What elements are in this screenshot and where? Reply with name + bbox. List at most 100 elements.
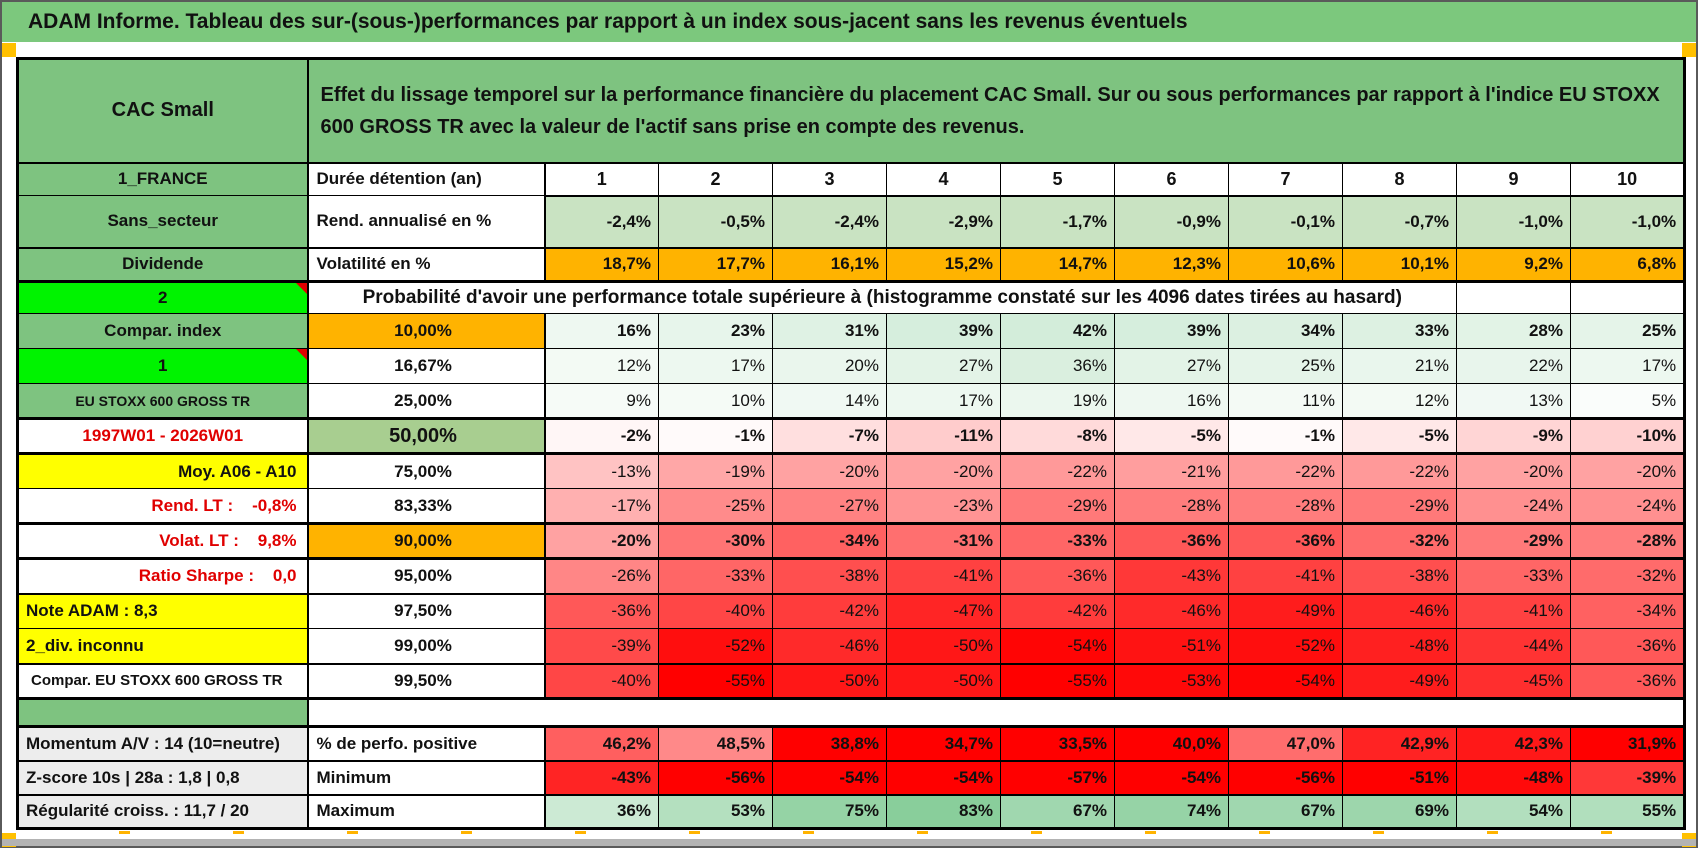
left-label-sector[interactable]: Sans_secteur [17,195,309,249]
matrix-cell[interactable]: -1% [658,417,773,455]
matrix-cell[interactable]: 33% [1342,313,1457,349]
matrix-cell[interactable]: -20% [1456,453,1571,489]
matrix-cell[interactable]: -2% [544,417,659,455]
matrix-cell[interactable]: -33% [658,558,773,594]
matrix-cell[interactable]: 40,0% [1114,725,1229,761]
matrix-cell[interactable]: -29% [1000,488,1115,524]
matrix-cell[interactable]: -32% [1342,522,1457,560]
left-label-index-name[interactable]: EU STOXX 600 GROSS TR [17,383,309,419]
left-label-compar-full[interactable]: Compar. EU STOXX 600 GROSS TR [17,662,309,700]
matrix-cell[interactable]: -5% [1114,417,1229,455]
matrix-cell[interactable]: -9% [1456,417,1571,455]
left-label-period[interactable]: 1997W01 - 2026W01 [17,417,309,455]
matrix-cell[interactable]: -54% [886,759,1001,795]
matrix-cell[interactable]: -36% [544,592,659,629]
left-label-country[interactable]: 1_FRANCE [17,162,309,196]
matrix-cell[interactable]: -1,0% [1456,195,1571,249]
matrix-cell[interactable]: -0,7% [1342,195,1457,249]
matrix-cell[interactable]: 5% [1569,383,1686,419]
matrix-cell[interactable]: -46% [1342,592,1457,629]
matrix-cell[interactable]: -42% [772,592,887,629]
matrix-cell[interactable]: -31% [886,522,1001,560]
matrix-cell[interactable]: -1,7% [1000,195,1115,249]
left-label-div-inconnu[interactable]: 2_div. inconnu [17,628,309,664]
matrix-cell[interactable]: 17% [886,383,1001,419]
left-label-sharpe[interactable]: Ratio Sharpe : 0,0 [17,558,309,594]
matrix-cell[interactable]: -46% [1114,592,1229,629]
matrix-cell[interactable]: -54% [1228,662,1343,700]
matrix-cell[interactable]: -40% [658,592,773,629]
matrix-cell[interactable]: -29% [1342,488,1457,524]
left-label-dividend[interactable]: Dividende [17,247,309,283]
matrix-cell[interactable]: 14% [772,383,887,419]
duration-column-header[interactable]: 2 [658,162,773,197]
matrix-cell[interactable]: -38% [1342,558,1457,594]
matrix-cell[interactable]: -36% [1000,558,1115,594]
matrix-cell[interactable]: -50% [772,662,887,700]
matrix-cell[interactable]: 46,2% [544,725,659,761]
minimum-label[interactable]: Minimum [307,759,546,795]
empty-cell[interactable] [1569,281,1686,314]
empty-cell[interactable] [1456,281,1571,314]
matrix-cell[interactable]: -57% [1000,759,1115,795]
matrix-cell[interactable]: 31% [772,313,887,349]
perfo-positive-label[interactable]: % de perfo. positive [307,725,546,761]
matrix-cell[interactable]: 36% [544,793,659,829]
duration-column-header[interactable]: 7 [1228,162,1343,197]
matrix-cell[interactable]: -36% [1569,628,1686,664]
threshold-label[interactable]: 90,00% [307,522,546,560]
matrix-cell[interactable]: 47,0% [1228,725,1343,761]
matrix-cell[interactable]: 17,7% [658,247,773,283]
matrix-cell[interactable]: 16% [1114,383,1229,419]
matrix-cell[interactable]: 69% [1342,793,1457,829]
matrix-cell[interactable]: 55% [1569,793,1686,829]
matrix-cell[interactable]: -24% [1456,488,1571,524]
matrix-cell[interactable]: -55% [658,662,773,700]
matrix-cell[interactable]: -50% [886,662,1001,700]
matrix-cell[interactable]: -39% [544,628,659,664]
matrix-cell[interactable]: -22% [1000,453,1115,489]
matrix-cell[interactable]: -44% [1456,628,1571,664]
annualized-return-label[interactable]: Rend. annualisé en % [307,195,546,249]
volatility-label[interactable]: Volatilité en % [307,247,546,283]
matrix-cell[interactable]: -2,4% [772,195,887,249]
matrix-cell[interactable]: -36% [1114,522,1229,560]
matrix-cell[interactable]: -50% [886,628,1001,664]
matrix-cell[interactable]: -20% [544,522,659,560]
duration-column-header[interactable]: 3 [772,162,887,197]
matrix-cell[interactable]: 75% [772,793,887,829]
matrix-cell[interactable]: -19% [658,453,773,489]
matrix-cell[interactable]: -22% [1228,453,1343,489]
matrix-cell[interactable]: 21% [1342,348,1457,384]
matrix-cell[interactable]: -52% [658,628,773,664]
matrix-cell[interactable]: 42,9% [1342,725,1457,761]
left-label-volat-lt[interactable]: Volat. LT : 9,8% [17,522,309,560]
matrix-cell[interactable]: -51% [1342,759,1457,795]
matrix-cell[interactable]: -1,0% [1569,195,1686,249]
matrix-cell[interactable]: -13% [544,453,659,489]
matrix-cell[interactable]: 14,7% [1000,247,1115,283]
matrix-cell[interactable]: -49% [1342,662,1457,700]
matrix-cell[interactable]: 12,3% [1114,247,1229,283]
matrix-cell[interactable]: -33% [1456,558,1571,594]
matrix-cell[interactable]: 25% [1569,313,1686,349]
matrix-cell[interactable]: 33,5% [1000,725,1115,761]
matrix-cell[interactable]: -56% [658,759,773,795]
maximum-label[interactable]: Maximum [307,793,546,829]
left-label-note-adam[interactable]: Note ADAM : 8,3 [17,592,309,629]
duration-column-header[interactable]: 1 [544,162,659,197]
matrix-cell[interactable]: -41% [1456,592,1571,629]
matrix-cell[interactable]: -49% [1228,592,1343,629]
matrix-cell[interactable]: 16,1% [772,247,887,283]
matrix-cell[interactable]: 22% [1456,348,1571,384]
matrix-cell[interactable]: -26% [544,558,659,594]
matrix-cell[interactable]: -20% [772,453,887,489]
matrix-cell[interactable]: -0,9% [1114,195,1229,249]
matrix-cell[interactable]: -34% [1569,592,1686,629]
matrix-cell[interactable]: 16% [544,313,659,349]
matrix-cell[interactable]: -1% [1228,417,1343,455]
threshold-label[interactable]: 95,00% [307,558,546,594]
spacer-green-cell[interactable] [17,698,309,727]
matrix-cell[interactable]: -20% [886,453,1001,489]
matrix-cell[interactable]: 42% [1000,313,1115,349]
